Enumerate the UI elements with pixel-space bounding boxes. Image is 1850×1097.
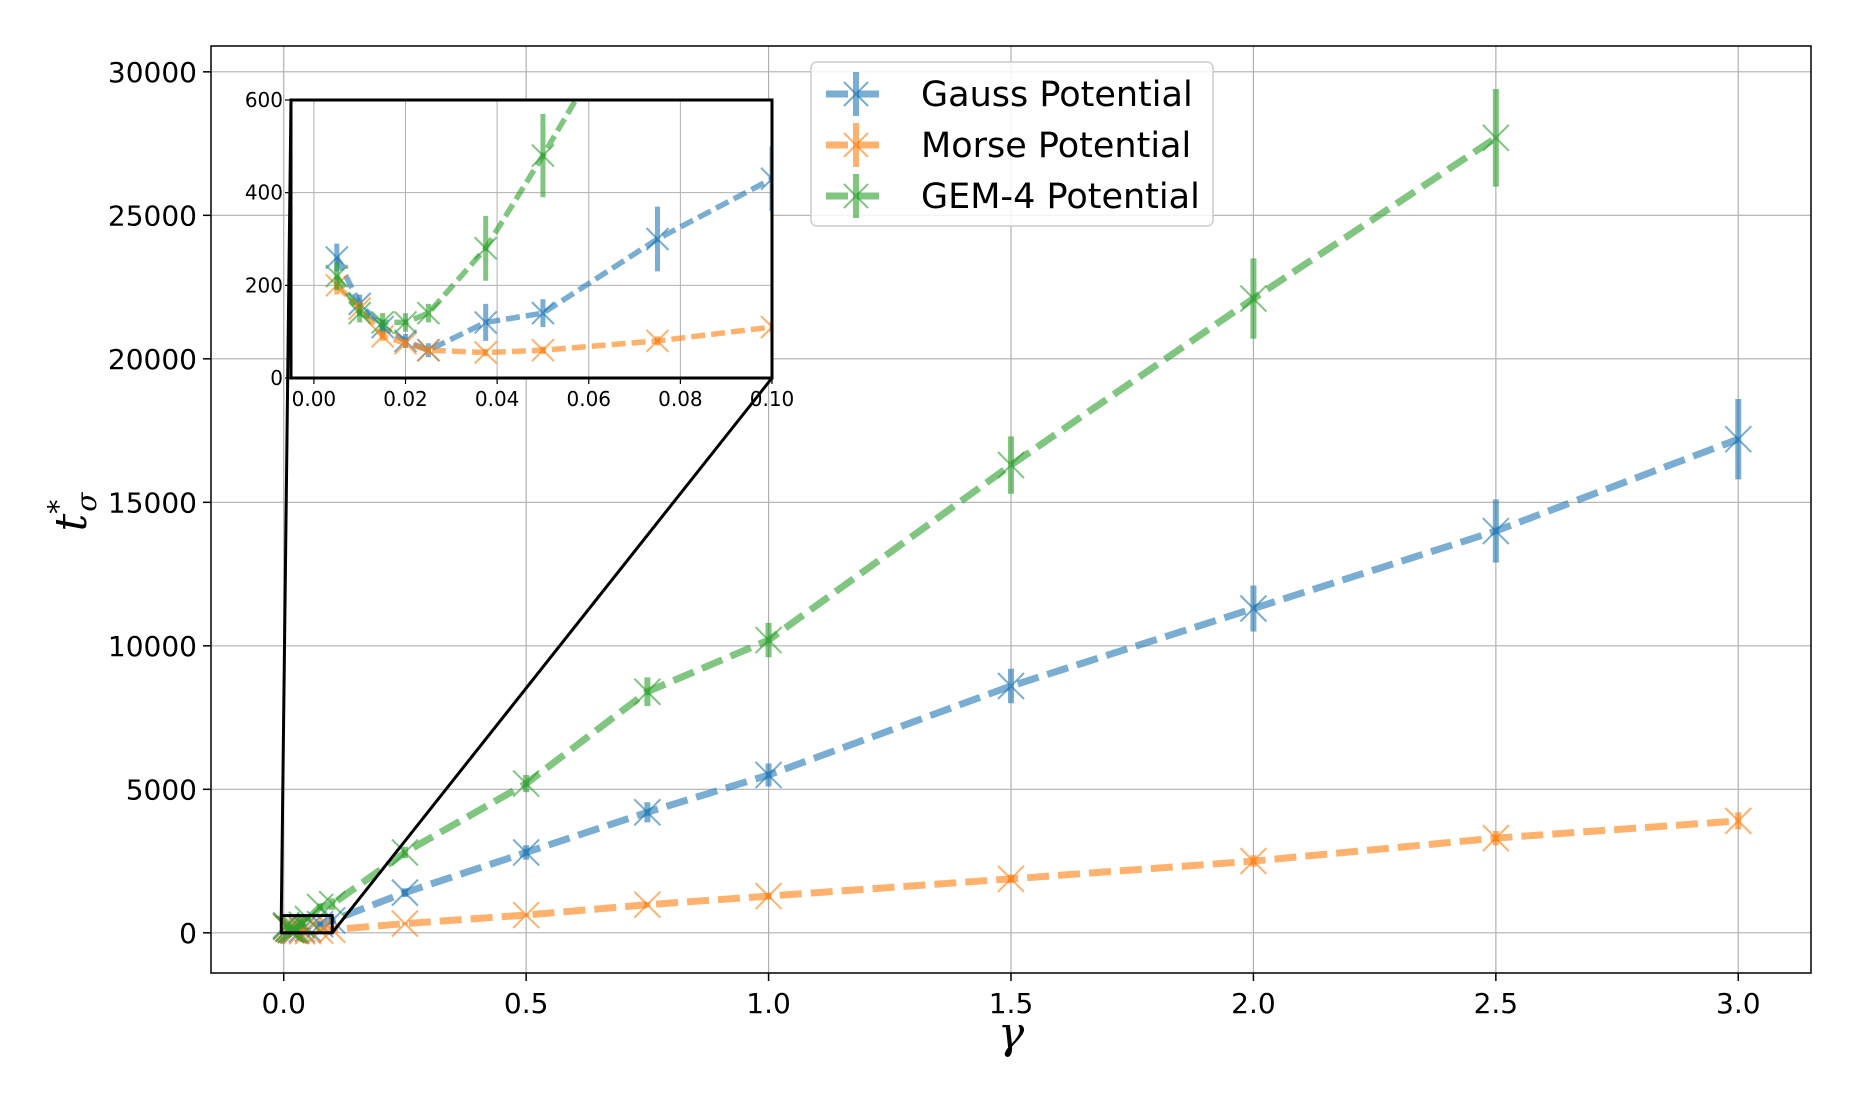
main-data-point — [391, 878, 419, 907]
inset-y-tick-label: 200 — [245, 273, 283, 297]
y-tick-label: 0 — [179, 917, 197, 950]
inset-data-point — [325, 245, 349, 270]
inset-data-point — [531, 301, 555, 325]
legend-marker — [843, 81, 869, 107]
inset-data-point — [370, 310, 395, 335]
zoom-connector-left — [279, 99, 293, 916]
legend-marker — [843, 183, 869, 209]
main-data-point — [282, 915, 310, 943]
inset-x-tick-label: 0.02 — [383, 387, 428, 411]
main-series-gem-4-potential — [272, 89, 1510, 944]
inset-data-point — [393, 331, 418, 355]
x-tick-label: 3.0 — [1716, 987, 1761, 1020]
inset-data-point — [760, 167, 772, 191]
inset-data-point — [473, 236, 498, 260]
main-data-point — [633, 678, 662, 706]
main-data-point — [1239, 847, 1268, 875]
main-data-point — [754, 882, 783, 910]
inset-y-tick-label: 400 — [245, 181, 283, 205]
main-data-point — [633, 890, 662, 919]
main-data-point — [318, 890, 346, 918]
main-data-point — [512, 901, 540, 929]
inset-y-tick-label: 600 — [245, 88, 283, 112]
inset-y-tick-label: 0 — [270, 366, 283, 390]
inset-x-tick-label: 0.06 — [566, 387, 611, 411]
main-data-point — [997, 865, 1025, 893]
x-axis-label: γ — [998, 1008, 1025, 1059]
zoom-region-box — [279, 914, 334, 935]
inset-ticks: 0.00 0.02 0.04 0.06 0.08 0.10 0 200 400 600 — [245, 88, 794, 411]
legend-label: GEM-4 Potential — [921, 177, 1200, 217]
inset-series-layer — [325, 100, 772, 365]
inset-data-point — [416, 301, 441, 325]
y-tick-label: 20000 — [108, 343, 197, 376]
inset-data-point — [473, 340, 498, 365]
y-tick-label: 30000 — [108, 56, 197, 89]
x-tick-label: 2.0 — [1231, 987, 1276, 1020]
inset-data-point — [531, 338, 555, 362]
main-data-point — [512, 769, 540, 798]
legend-entry-gauss-potential: Gauss Potential — [826, 72, 1193, 116]
x-tick-label: 1.0 — [746, 987, 791, 1020]
y-axis-label-sup: * — [42, 500, 75, 514]
inset-data-point — [348, 301, 372, 325]
zoom-connector-right — [331, 377, 774, 934]
legend-marker — [843, 132, 869, 158]
main-data-point — [997, 672, 1025, 700]
main-data-point — [391, 909, 419, 938]
inset-x-tick-label: 0.04 — [475, 387, 520, 411]
inset-data-point — [531, 143, 555, 168]
main-data-point — [754, 626, 783, 654]
inset-series-line — [334, 100, 579, 326]
main-data-point — [1482, 517, 1510, 545]
y-axis-label-main: t — [46, 513, 97, 531]
main-ticks: 0.0 0.5 1.0 1.5 2.0 2.5 3.00500010000150002000… — [108, 56, 1761, 1020]
main-data-point — [633, 798, 662, 826]
inset-series-gem-4-potential — [325, 100, 579, 335]
main-data-point — [754, 761, 783, 789]
x-tick-label: 0.5 — [504, 987, 549, 1020]
main-data-point — [997, 451, 1025, 479]
y-tick-label: 10000 — [108, 630, 197, 663]
y-axis-label: t*σ — [42, 492, 103, 532]
legend-entry-gem-4-potential: GEM-4 Potential — [826, 174, 1200, 218]
main-data-point — [1482, 824, 1510, 852]
legend-label: Gauss Potential — [921, 75, 1193, 115]
inset-data-point — [645, 329, 670, 353]
x-tick-label: 1.5 — [989, 987, 1034, 1020]
legend-label: Morse Potential — [921, 126, 1191, 166]
inset-frame — [289, 98, 774, 380]
y-axis-label-sub: σ — [70, 492, 103, 512]
inset-data-point — [760, 315, 772, 339]
legend: Gauss Potential Morse Potential GEM-4 Pote… — [810, 61, 1214, 227]
inset-data-point — [473, 310, 498, 335]
y-tick-label: 5000 — [126, 773, 197, 806]
legend-frame — [810, 61, 1214, 227]
inset-data-point — [393, 310, 418, 335]
inset-data-point — [645, 227, 670, 251]
main-data-point — [1482, 124, 1510, 152]
x-tick-label: 0.0 — [261, 987, 306, 1020]
y-tick-label: 15000 — [108, 486, 197, 519]
legend-entry-morse-potential: Morse Potential — [826, 123, 1191, 167]
inset-data-point — [325, 264, 349, 288]
inset-background — [291, 100, 772, 378]
svg-text:t*σ: t*σ — [42, 492, 103, 532]
main-data-point — [1239, 284, 1268, 313]
inset-data-point — [416, 338, 441, 362]
x-tick-label: 2.5 — [1474, 987, 1519, 1020]
zoom-indicator — [279, 99, 774, 935]
main-data-point — [1724, 807, 1752, 835]
main-data-point — [391, 838, 419, 867]
inset-x-tick-label: 0.08 — [658, 387, 703, 411]
y-tick-label: 25000 — [108, 199, 197, 232]
main-data-point — [1239, 594, 1268, 623]
inset-x-tick-label: 0.10 — [750, 387, 795, 411]
main-data-point — [1724, 425, 1752, 453]
inset-x-tick-label: 0.00 — [292, 387, 337, 411]
main-data-point — [512, 838, 540, 867]
